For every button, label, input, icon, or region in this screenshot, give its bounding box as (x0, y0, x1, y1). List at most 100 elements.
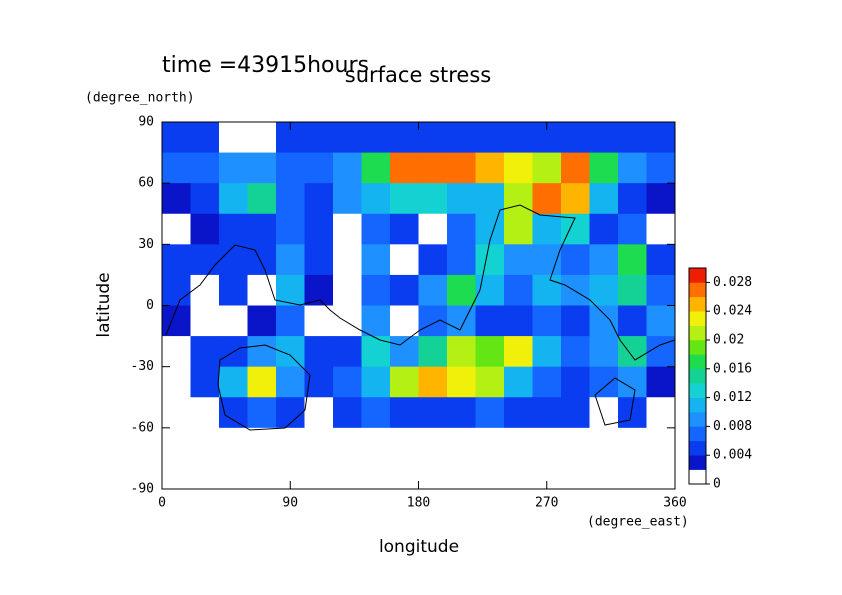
contour-cell (589, 305, 619, 337)
contour-cell (561, 213, 590, 245)
contour-cell (190, 152, 220, 184)
contour-cell (304, 305, 334, 337)
contour-cell (504, 366, 533, 398)
contour-cell (190, 397, 220, 429)
colorbar-frame (688, 267, 707, 485)
contour-cell (219, 305, 248, 337)
contour-cell (618, 213, 647, 245)
contour-cell (247, 152, 277, 184)
contour-cell (190, 427, 220, 459)
contour-cell (618, 152, 647, 184)
contour-cell (247, 213, 277, 245)
contour-cell (333, 183, 362, 215)
contour-cell (475, 122, 505, 154)
contour-cell (475, 427, 505, 459)
contour-cell (304, 152, 334, 184)
contour-cell (418, 274, 448, 306)
colorbar-band (689, 325, 706, 341)
contour-cell (390, 183, 419, 215)
contour-cell (418, 397, 448, 429)
contour-cell (646, 458, 676, 490)
contour-cell (447, 122, 476, 154)
contour-cell (247, 366, 277, 398)
contour-cell (390, 152, 419, 184)
contour-cell (333, 336, 362, 368)
contour-cell (646, 427, 676, 459)
contour-cell (219, 427, 248, 459)
contour-cell (219, 458, 248, 490)
contour-cell (162, 213, 191, 245)
contour-cell (162, 305, 191, 337)
contour-cell (504, 213, 533, 245)
contour-cell (447, 458, 476, 490)
colorbar-tick-label: 0.024 (713, 304, 752, 319)
contour-cell (304, 427, 334, 459)
contour-cell (162, 458, 191, 490)
contour-cell (219, 397, 248, 429)
contour-cell (532, 183, 562, 215)
contour-cell (361, 213, 391, 245)
contour-cell (532, 366, 562, 398)
colorbar-tick-label: 0.012 (713, 390, 752, 405)
contour-cell (276, 183, 305, 215)
contour-cell (589, 244, 619, 276)
contour-cell (219, 213, 248, 245)
colorbar-tick-label: 0.02 (713, 333, 744, 348)
y-tick-label: 0 (146, 298, 154, 313)
contour-cell (447, 274, 476, 306)
contour-cell (361, 305, 391, 337)
contour-cell (361, 183, 391, 215)
contour-cell (219, 274, 248, 306)
colorbar-band (689, 311, 706, 326)
contour-cell (219, 122, 248, 154)
colorbar-band (689, 426, 706, 442)
contour-cell (390, 244, 419, 276)
colorbar-tick-label: 0 (713, 477, 721, 492)
contour-cell (589, 366, 619, 398)
colorbar-band (689, 469, 706, 485)
contour-cell (361, 244, 391, 276)
contour-cell (276, 244, 305, 276)
contour-cell (361, 427, 391, 459)
contour-cell (475, 366, 505, 398)
contour-cell (333, 213, 362, 245)
contour-cell (504, 458, 533, 490)
contour-cell (219, 366, 248, 398)
contour-cell (475, 183, 505, 215)
contour-cell (304, 213, 334, 245)
contour-cell (475, 305, 505, 337)
contour-cell (162, 366, 191, 398)
contour-cell (418, 213, 448, 245)
contour-cell (418, 336, 448, 368)
contour-cell (162, 427, 191, 459)
contour-cell (504, 244, 533, 276)
contour-cell (618, 397, 647, 429)
contour-cell (390, 458, 419, 490)
contour-cell (247, 305, 277, 337)
contour-cell (333, 397, 362, 429)
contour-cell (475, 152, 505, 184)
contour-cell (304, 336, 334, 368)
contour-cell (589, 152, 619, 184)
colorbar-band (689, 340, 706, 355)
contour-cell (561, 122, 590, 154)
colorbar-band (689, 383, 706, 398)
y-axis-label: latitude (94, 272, 114, 337)
contour-cell (333, 427, 362, 459)
y-tick-label: 30 (138, 237, 154, 252)
contour-cell (618, 244, 647, 276)
contour-cell (646, 305, 676, 337)
contour-cell (304, 183, 334, 215)
y-tick-label: -60 (131, 420, 154, 435)
contour-cell (561, 336, 590, 368)
contour-cell (447, 366, 476, 398)
contour-cell (618, 183, 647, 215)
contour-cell (561, 183, 590, 215)
contour-cell (589, 336, 619, 368)
contour-cell (162, 336, 191, 368)
contour-cell (561, 397, 590, 429)
contour-cell (589, 427, 619, 459)
y-tick-label: 60 (138, 176, 154, 191)
contour-cell (418, 183, 448, 215)
